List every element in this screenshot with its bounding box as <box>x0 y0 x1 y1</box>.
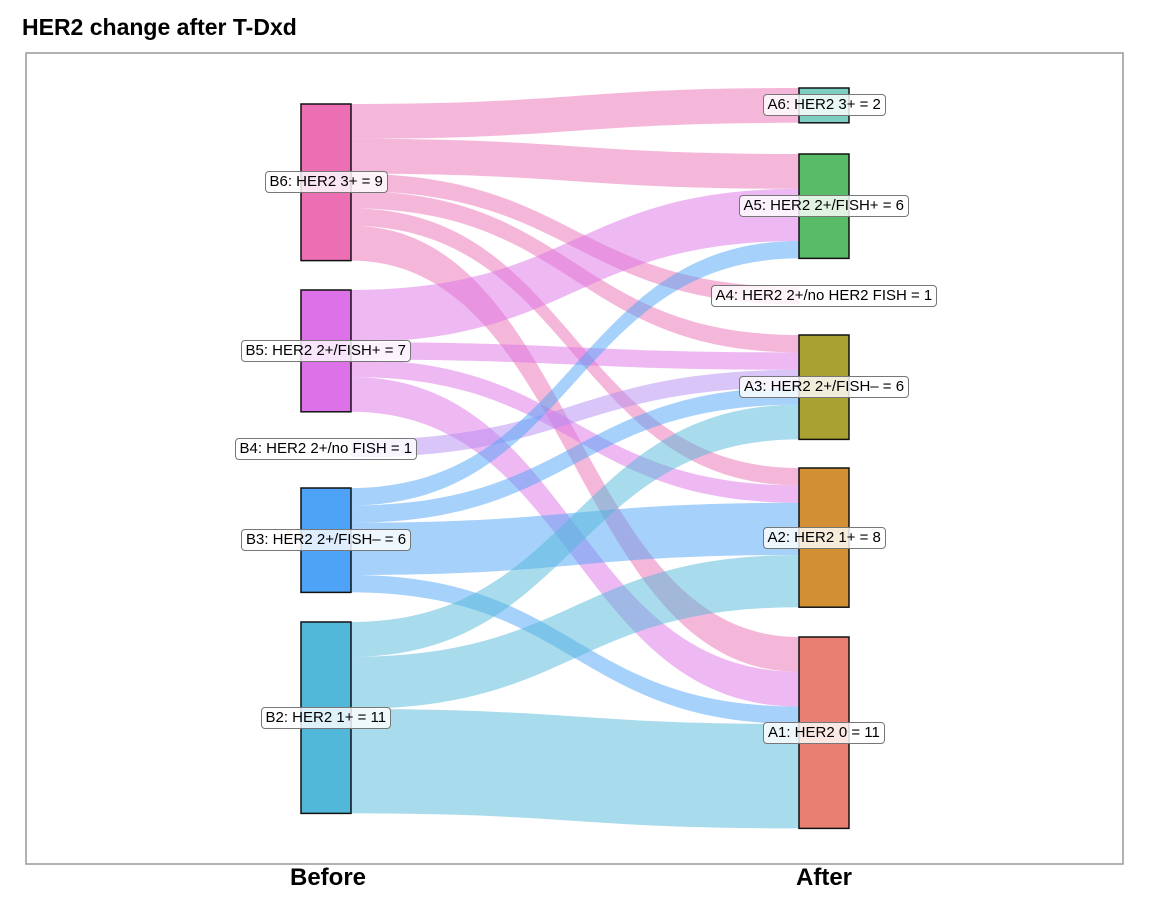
plot-border <box>25 52 1124 865</box>
link-B5-A5 <box>351 188 799 343</box>
node-label-A4: A4: HER2 2+/no HER2 FISH = 1 <box>710 284 938 307</box>
node-label-A2: A2: HER2 1+ = 8 <box>762 526 886 549</box>
node-label-B6: B6: HER2 3+ = 9 <box>264 171 388 194</box>
link-B3-A5 <box>351 241 799 506</box>
link-B5-A2 <box>351 359 799 503</box>
before-axis-label: Before <box>290 864 367 891</box>
link-B6-A4 <box>351 173 799 305</box>
node-label-B3: B3: HER2 2+/FISH– = 6 <box>241 529 412 552</box>
node-label-A3: A3: HER2 2+/FISH– = 6 <box>739 376 910 399</box>
node-label-B4: B4: HER2 2+/no FISH = 1 <box>234 437 418 460</box>
link-B5-A3 <box>351 342 799 370</box>
link-B2-A2 <box>351 555 799 709</box>
link-B6-A5 <box>351 138 799 189</box>
node-label-B5: B5: HER2 2+/FISH+ = 7 <box>240 339 411 362</box>
link-B3-A3 <box>351 387 799 523</box>
link-B4-A3 <box>351 369 799 458</box>
after-axis-label: After <box>796 864 853 891</box>
link-B6-A2 <box>351 208 799 486</box>
links-layer <box>351 88 799 829</box>
node-label-A1: A1: HER2 0 = 11 <box>763 721 885 744</box>
node-label-B2: B2: HER2 1+ = 11 <box>260 706 392 729</box>
node-label-A5: A5: HER2 2+/FISH+ = 6 <box>738 195 909 218</box>
link-B2-A1 <box>351 709 799 829</box>
link-B6-A6 <box>351 88 799 139</box>
link-B2-A3 <box>351 404 799 657</box>
node-label-A6: A6: HER2 3+ = 2 <box>762 94 886 117</box>
chart-title: HER2 change after T-Dxd <box>22 14 297 40</box>
